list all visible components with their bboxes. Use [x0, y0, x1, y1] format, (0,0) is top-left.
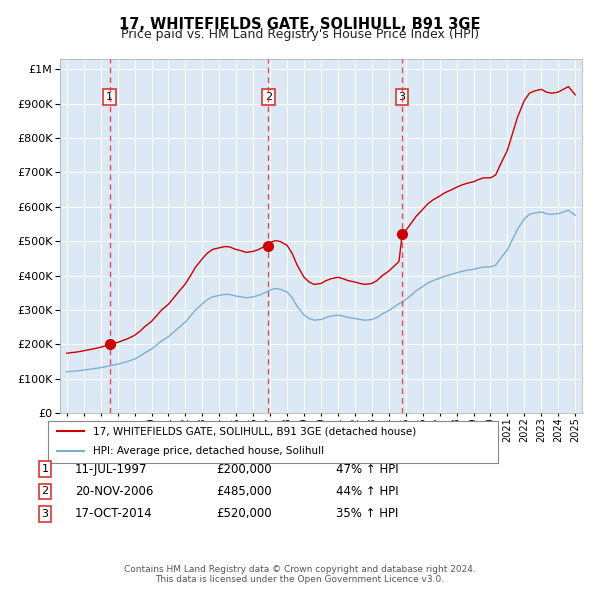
Text: 35% ↑ HPI: 35% ↑ HPI: [336, 507, 398, 520]
Text: 3: 3: [398, 92, 406, 102]
Text: 20-NOV-2006: 20-NOV-2006: [75, 485, 154, 498]
Text: 47% ↑ HPI: 47% ↑ HPI: [336, 463, 398, 476]
Text: 1: 1: [106, 92, 113, 102]
Text: 11-JUL-1997: 11-JUL-1997: [75, 463, 148, 476]
Text: Contains HM Land Registry data © Crown copyright and database right 2024.
This d: Contains HM Land Registry data © Crown c…: [124, 565, 476, 584]
Text: 2: 2: [265, 92, 272, 102]
Text: £200,000: £200,000: [216, 463, 272, 476]
Text: £485,000: £485,000: [216, 485, 272, 498]
Text: 44% ↑ HPI: 44% ↑ HPI: [336, 485, 398, 498]
Text: 1: 1: [41, 464, 49, 474]
Text: 3: 3: [41, 509, 49, 519]
Text: £520,000: £520,000: [216, 507, 272, 520]
Text: 17, WHITEFIELDS GATE, SOLIHULL, B91 3GE: 17, WHITEFIELDS GATE, SOLIHULL, B91 3GE: [119, 17, 481, 31]
Text: 17, WHITEFIELDS GATE, SOLIHULL, B91 3GE (detached house): 17, WHITEFIELDS GATE, SOLIHULL, B91 3GE …: [93, 427, 416, 436]
Text: Price paid vs. HM Land Registry's House Price Index (HPI): Price paid vs. HM Land Registry's House …: [121, 28, 479, 41]
Text: 17-OCT-2014: 17-OCT-2014: [75, 507, 152, 520]
Text: HPI: Average price, detached house, Solihull: HPI: Average price, detached house, Soli…: [93, 446, 324, 456]
Text: 2: 2: [41, 487, 49, 496]
